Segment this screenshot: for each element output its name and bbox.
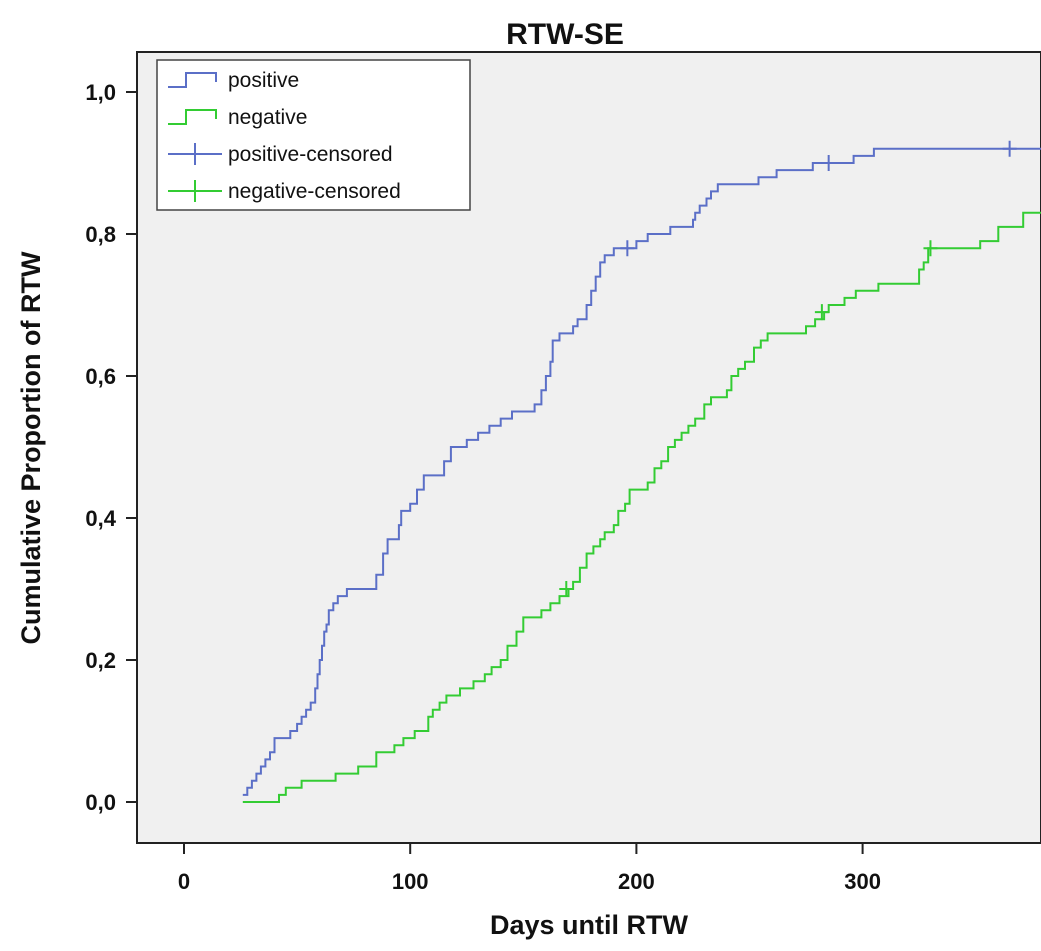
- legend-line-icon: [168, 72, 217, 88]
- y-tick-label: 0,2: [85, 648, 116, 673]
- x-tick-label: 300: [844, 869, 881, 894]
- x-tick-label: 100: [392, 869, 429, 894]
- y-axis-label: Cumulative Proportion of RTW: [16, 251, 46, 644]
- y-tick-label: 0,6: [85, 364, 116, 389]
- x-tick-label: 0: [178, 869, 190, 894]
- legend-line-icon: [168, 109, 217, 125]
- censored-mark-positive: [620, 240, 635, 257]
- x-axis-label: Days until RTW: [490, 910, 689, 940]
- series-line-positive: [242, 147, 1041, 796]
- censored-mark-negative: [559, 581, 574, 597]
- legend-entry-label: positive: [228, 69, 299, 92]
- chart-title: RTW-SE: [506, 18, 624, 51]
- censored-mark-negative: [814, 304, 829, 321]
- y-tick-label: 0,8: [85, 222, 116, 247]
- legend-box: [156, 59, 471, 211]
- y-tick-label: 1,0: [85, 80, 116, 105]
- censored-mark-positive: [1002, 140, 1017, 157]
- legend: positive negative positive-censored negativ…: [156, 59, 471, 211]
- series-layer: [242, 140, 1041, 803]
- y-axis: 0,0 0,2 0,4 0,6 0,8 1,0: [85, 80, 137, 815]
- x-axis: 0 100 200 300: [178, 843, 881, 894]
- x-tick-label: 200: [618, 869, 655, 894]
- censored-mark-negative: [923, 240, 938, 257]
- y-tick-label: 0,0: [85, 790, 116, 815]
- legend-cross-icon: [168, 180, 222, 202]
- censored-mark-positive: [821, 155, 836, 171]
- legend-entry-label: negative-censored: [228, 180, 401, 203]
- y-tick-label: 0,4: [85, 506, 116, 531]
- legend-cross-icon: [168, 143, 222, 165]
- legend-entry-label: negative: [228, 106, 307, 129]
- legend-entry-label: positive-censored: [228, 143, 393, 166]
- series-line-negative: [242, 211, 1041, 803]
